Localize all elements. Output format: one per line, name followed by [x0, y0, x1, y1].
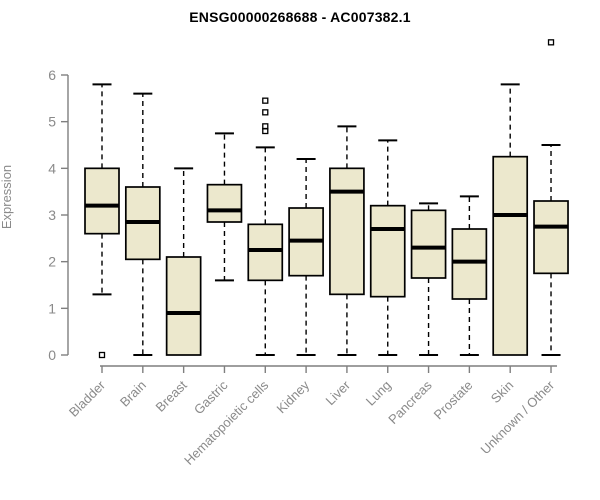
- boxplot-bladder: [84, 83, 120, 359]
- chart-title: ENSG00000268688 - AC007382.1: [189, 9, 411, 25]
- boxplot-prostate: [451, 195, 488, 356]
- iqr-box: [84, 167, 120, 235]
- x-axis-tick-label-lung: Lung: [363, 378, 394, 409]
- boxplot-kidney: [288, 158, 324, 356]
- boxplot-unknown-other: [533, 39, 569, 356]
- outlier-point: [262, 123, 269, 130]
- x-axis-tick-label-pancreas: Pancreas: [385, 377, 435, 427]
- iqr-box: [329, 167, 365, 296]
- outlier-point: [262, 109, 269, 116]
- iqr-box: [165, 256, 202, 356]
- x-axis-tick-label-unknown-other: Unknown / Other: [478, 377, 558, 457]
- x-axis-tick-label-bladder: Bladder: [66, 377, 109, 420]
- boxplot-skin: [492, 83, 529, 356]
- y-axis-tick-label: 4: [48, 160, 56, 176]
- x-axis-tick-label-brain: Brain: [117, 378, 149, 410]
- boxplot-breast: [165, 167, 202, 356]
- boxplot-lung: [369, 139, 406, 356]
- y-axis-tick-label: 5: [48, 114, 56, 130]
- outlier-point: [262, 97, 269, 104]
- boxplot-gastric: [206, 132, 243, 282]
- y-axis-tick-label: 2: [48, 254, 56, 270]
- boxplot-hematopoietic-cells: [247, 97, 284, 356]
- boxplot-liver: [329, 125, 365, 356]
- iqr-box: [492, 155, 529, 356]
- y-axis: 0 1 2 3 4 5 6: [48, 67, 69, 363]
- boxplot-pancreas: [410, 202, 447, 356]
- x-axis-tick-label-skin: Skin: [488, 378, 516, 406]
- iqr-box: [451, 228, 488, 300]
- x-axis-tick-label-liver: Liver: [323, 377, 354, 408]
- x-axis-tick-label-prostate: Prostate: [431, 378, 476, 423]
- iqr-box: [410, 209, 447, 279]
- y-axis-tick-label: 1: [48, 300, 56, 316]
- boxplot-brain: [124, 92, 161, 356]
- outlier-point: [98, 351, 106, 359]
- iqr-box: [533, 200, 569, 275]
- x-axis-tick-label-gastric: Gastric: [191, 377, 231, 417]
- y-axis-tick-label: 3: [48, 207, 56, 223]
- y-axis-tick-label: 6: [48, 67, 56, 83]
- x-axis-tick-label-breast: Breast: [153, 377, 190, 414]
- iqr-box: [369, 204, 406, 298]
- outlier-point: [547, 39, 555, 46]
- iqr-box: [247, 223, 284, 282]
- y-axis-tick-label: 0: [48, 347, 56, 363]
- x-axis-tick-label-kidney: Kidney: [274, 377, 313, 416]
- iqr-box: [206, 183, 243, 223]
